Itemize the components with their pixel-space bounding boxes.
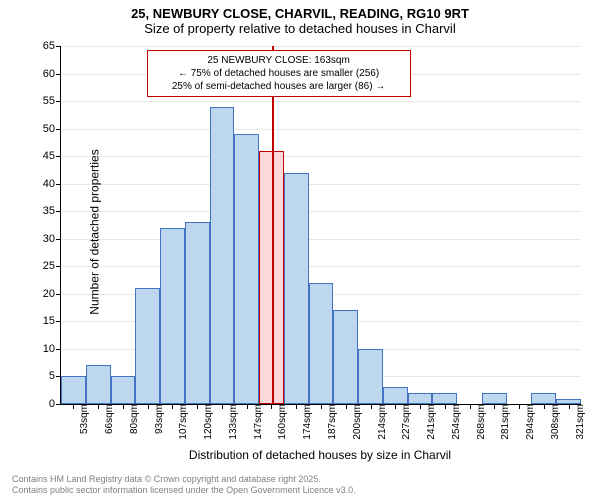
x-tick-label: 174sqm [300, 404, 313, 440]
y-tick-label: 55 [43, 95, 61, 107]
gridline [61, 211, 581, 212]
histogram-bar [160, 228, 185, 404]
histogram-bar [61, 376, 86, 404]
x-tick-mark [98, 404, 99, 409]
y-tick-label: 65 [43, 40, 61, 52]
x-tick-label: 321sqm [573, 404, 586, 440]
x-tick-label: 268sqm [474, 404, 487, 440]
gridline [61, 239, 581, 240]
footer-line1: Contains HM Land Registry data © Crown c… [12, 474, 356, 485]
x-tick-mark [271, 404, 272, 409]
x-tick-mark [197, 404, 198, 409]
histogram-bar [309, 283, 334, 404]
y-tick-label: 20 [43, 288, 61, 300]
y-tick-label: 50 [43, 123, 61, 135]
x-tick-label: 308sqm [548, 404, 561, 440]
histogram-bar [358, 349, 383, 404]
x-tick-label: 133sqm [226, 404, 239, 440]
x-tick-mark [395, 404, 396, 409]
chart-container: 25, NEWBURY CLOSE, CHARVIL, READING, RG1… [0, 0, 600, 500]
histogram-bar [531, 393, 556, 404]
x-tick-label: 107sqm [176, 404, 189, 440]
x-tick-mark [519, 404, 520, 409]
x-tick-label: 281sqm [498, 404, 511, 440]
y-tick-label: 15 [43, 315, 61, 327]
gridline [61, 101, 581, 102]
y-tick-label: 30 [43, 233, 61, 245]
gridline [61, 184, 581, 185]
annotation-line1: 25 NEWBURY CLOSE: 163sqm [154, 54, 404, 67]
x-tick-label: 254sqm [449, 404, 462, 440]
x-tick-mark [222, 404, 223, 409]
x-tick-label: 160sqm [275, 404, 288, 440]
x-tick-mark [544, 404, 545, 409]
y-tick-label: 25 [43, 260, 61, 272]
x-tick-mark [123, 404, 124, 409]
histogram-bar [432, 393, 457, 404]
x-tick-mark [420, 404, 421, 409]
x-tick-mark [445, 404, 446, 409]
x-tick-label: 214sqm [375, 404, 388, 440]
histogram-bar [234, 134, 259, 404]
annotation-line3: 25% of semi-detached houses are larger (… [154, 80, 404, 93]
x-tick-label: 241sqm [424, 404, 437, 440]
footer: Contains HM Land Registry data © Crown c… [12, 474, 356, 496]
footer-line2: Contains public sector information licen… [12, 485, 356, 496]
marker-line [272, 46, 274, 404]
x-tick-mark [346, 404, 347, 409]
chart-title-line1: 25, NEWBURY CLOSE, CHARVIL, READING, RG1… [0, 0, 600, 21]
gridline [61, 266, 581, 267]
histogram-bar [86, 365, 111, 404]
y-tick-label: 35 [43, 205, 61, 217]
x-tick-label: 93sqm [152, 404, 165, 434]
histogram-bar [333, 310, 358, 404]
gridline [61, 156, 581, 157]
y-tick-label: 10 [43, 343, 61, 355]
x-tick-label: 147sqm [251, 404, 264, 440]
annotation-box: 25 NEWBURY CLOSE: 163sqm← 75% of detache… [147, 50, 411, 97]
x-tick-mark [470, 404, 471, 409]
histogram-bar [210, 107, 235, 404]
histogram-bar [284, 173, 309, 404]
x-tick-label: 53sqm [77, 404, 90, 434]
histogram-bar [111, 376, 136, 404]
x-tick-label: 120sqm [201, 404, 214, 440]
y-tick-label: 45 [43, 150, 61, 162]
x-tick-label: 227sqm [399, 404, 412, 440]
plot-region: 0510152025303540455055606553sqm66sqm80sq… [60, 46, 581, 405]
histogram-bar [482, 393, 507, 404]
x-tick-mark [247, 404, 248, 409]
y-tick-label: 60 [43, 68, 61, 80]
chart-title-line2: Size of property relative to detached ho… [0, 21, 600, 36]
x-tick-mark [172, 404, 173, 409]
y-tick-label: 0 [49, 398, 61, 410]
x-axis-label: Distribution of detached houses by size … [60, 448, 580, 462]
histogram-bar [408, 393, 433, 404]
annotation-line2: ← 75% of detached houses are smaller (25… [154, 67, 404, 80]
gridline [61, 46, 581, 47]
x-tick-mark [148, 404, 149, 409]
histogram-bar [383, 387, 408, 404]
x-tick-label: 187sqm [325, 404, 338, 440]
x-tick-label: 294sqm [523, 404, 536, 440]
x-tick-mark [321, 404, 322, 409]
x-tick-label: 200sqm [350, 404, 363, 440]
x-tick-mark [569, 404, 570, 409]
y-axis-label: Number of detached properties [88, 149, 102, 314]
x-tick-mark [371, 404, 372, 409]
histogram-bar [185, 222, 210, 404]
y-tick-label: 5 [49, 370, 61, 382]
x-tick-mark [73, 404, 74, 409]
histogram-bar [135, 288, 160, 404]
chart-area: 0510152025303540455055606553sqm66sqm80sq… [60, 46, 580, 404]
x-tick-label: 66sqm [102, 404, 115, 434]
x-tick-mark [494, 404, 495, 409]
gridline [61, 129, 581, 130]
x-tick-label: 80sqm [127, 404, 140, 434]
x-tick-mark [296, 404, 297, 409]
y-tick-label: 40 [43, 178, 61, 190]
